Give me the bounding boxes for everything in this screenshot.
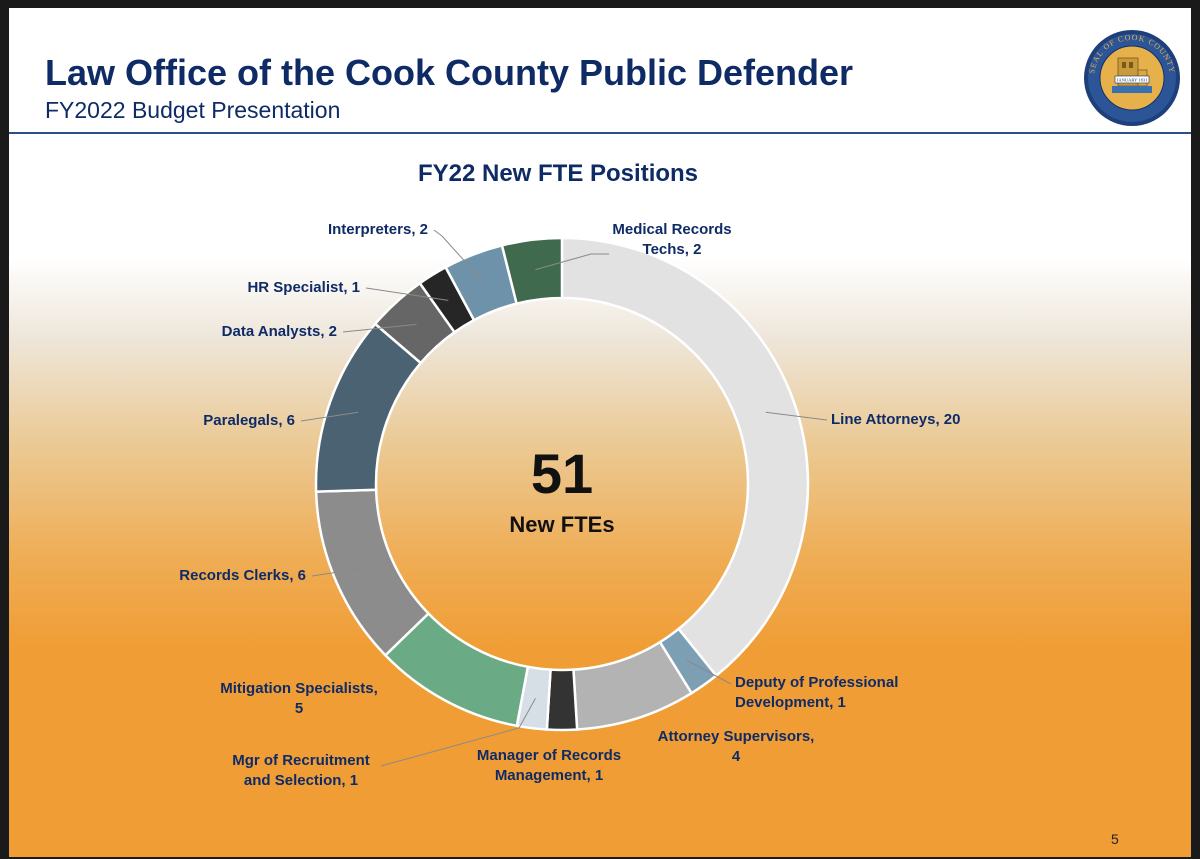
leader-line — [365, 287, 449, 301]
header-rule — [9, 132, 1191, 134]
slice-medical-records-techs — [500, 236, 564, 306]
leader-line — [686, 659, 732, 685]
leader-line — [765, 411, 828, 421]
slice-label: HR Specialist, 1 — [247, 279, 360, 296]
slice-label: Mitigation Specialists, 5 — [220, 680, 378, 717]
leader-line — [311, 567, 364, 577]
slide-title: Law Office of the Cook County Public Def… — [45, 52, 854, 93]
leader-line — [433, 229, 485, 283]
slide: Law Office of the Cook County Public Def… — [9, 8, 1191, 857]
cook-county-seal-logo: JANUARY 1831 SEAL OF COOK COUNTY ILLINOI… — [1084, 30, 1180, 126]
slice-label: Interpreters, 2 — [328, 221, 428, 238]
slice-label: Line Attorneys, 20 — [831, 411, 960, 428]
leader-line — [535, 253, 609, 271]
leader-line — [380, 698, 536, 767]
center-total-label: New FTEs — [509, 512, 614, 537]
slice-label: Mgr of Recruitment and Selection, 1 — [232, 752, 370, 789]
slice-label: Paralegals, 6 — [203, 412, 295, 429]
fte-donut-chart: FY22 New FTE Positions Line Attorneys, 2… — [179, 160, 960, 789]
slice-label: Data Analysts, 2 — [222, 323, 337, 340]
slice-label: Deputy of Professional Development, 1 — [735, 674, 898, 711]
slice-label: Medical Records Techs, 2 — [612, 221, 731, 258]
leader-line — [342, 323, 417, 333]
slice-line-attorneys — [560, 236, 810, 678]
svg-text:JANUARY 1831: JANUARY 1831 — [1117, 78, 1148, 83]
slide-header: Law Office of the Cook County Public Def… — [9, 8, 1191, 134]
chart-title: FY22 New FTE Positions — [418, 160, 698, 187]
slice-manager-of-records-management — [545, 668, 579, 732]
leader-line — [300, 411, 359, 422]
slide-subtitle: FY2022 Budget Presentation — [45, 97, 341, 123]
center-total-value: 51 — [531, 442, 593, 505]
slice-label: Attorney Supervisors, 4 — [658, 728, 815, 765]
slice-label: Manager of Records Management, 1 — [477, 747, 621, 784]
slice-label: Records Clerks, 6 — [179, 567, 306, 584]
page-number: 5 — [1111, 831, 1119, 847]
